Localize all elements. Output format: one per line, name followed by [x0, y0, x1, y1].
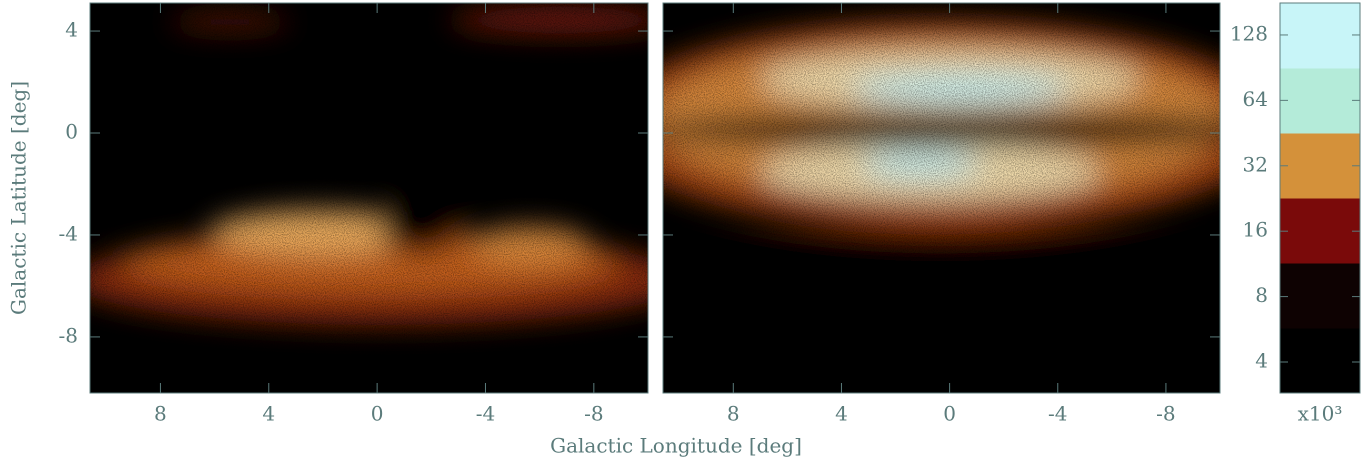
- color-band: [1280, 198, 1360, 264]
- map-image: [90, 3, 648, 393]
- y-tick-label: 0: [65, 120, 78, 144]
- colorbar-tick-label: 64: [1243, 87, 1268, 111]
- y-tick-label: 4: [65, 18, 78, 42]
- color-band: [1280, 263, 1360, 329]
- colorbar-frame: [1279, 2, 1361, 394]
- color-band: [1280, 3, 1360, 69]
- y-tick-label: -4: [59, 221, 78, 245]
- color-band: [1280, 328, 1360, 394]
- plot-frame: [89, 2, 649, 394]
- x-tick-label: 0: [371, 402, 384, 426]
- color-band: [1280, 68, 1360, 134]
- color-band: [1280, 133, 1360, 199]
- x-tick-label: 8: [154, 402, 167, 426]
- y-axis-title: Galactic Latitude [deg]: [7, 81, 31, 315]
- colorbar-tick-label: 4: [1255, 349, 1268, 373]
- map-image: [663, 3, 1220, 393]
- colorbar-tick-label: 16: [1243, 218, 1268, 242]
- x-tick-label: 4: [835, 402, 848, 426]
- x-tick-label: 4: [262, 402, 275, 426]
- colorbar-tick-label: 8: [1255, 283, 1268, 307]
- y-tick-label: -8: [59, 323, 78, 347]
- colorbar-unit: x10³: [1298, 402, 1343, 426]
- x-tick-label: 8: [727, 402, 740, 426]
- x-tick-label: 0: [943, 402, 956, 426]
- plot-frame: [662, 2, 1221, 394]
- x-tick-label: -8: [1156, 402, 1175, 426]
- colorbar-tick-label: 128: [1230, 21, 1268, 45]
- x-tick-label: -4: [476, 402, 495, 426]
- colorbar-tick-label: 32: [1243, 152, 1268, 176]
- x-tick-label: -8: [584, 402, 603, 426]
- x-axis-title: Galactic Longitude [deg]: [550, 434, 802, 458]
- x-tick-label: -4: [1048, 402, 1067, 426]
